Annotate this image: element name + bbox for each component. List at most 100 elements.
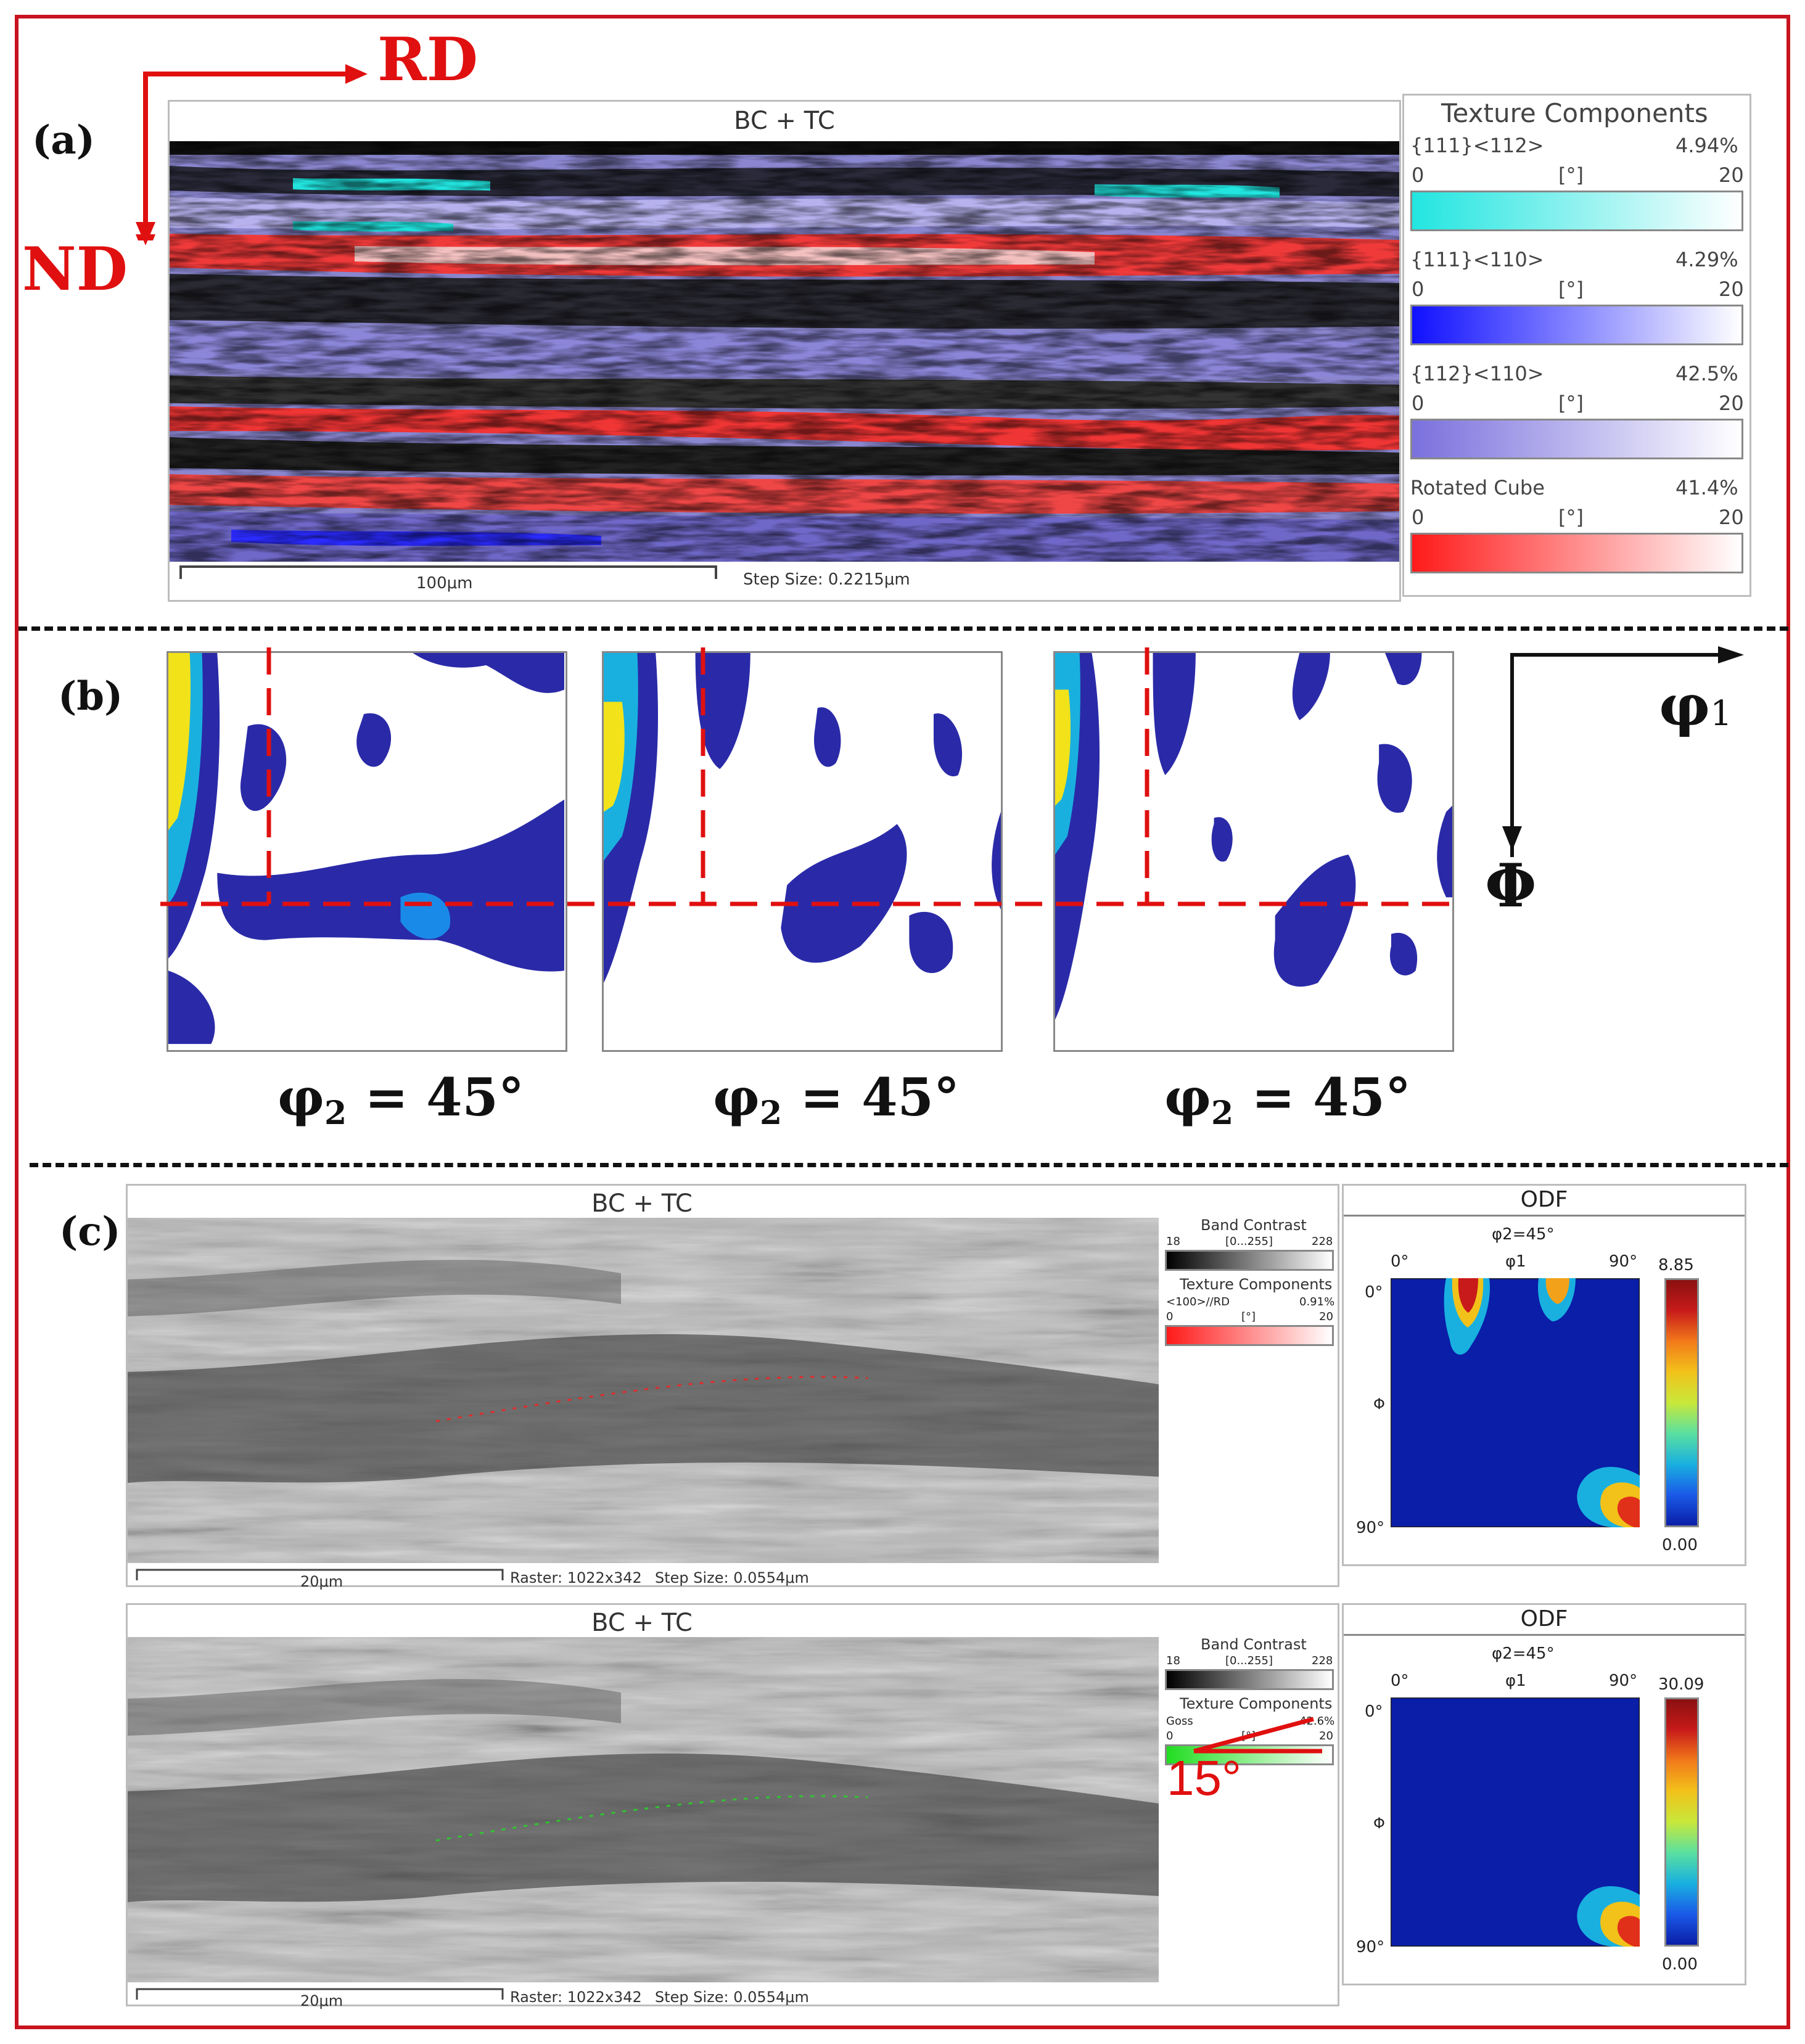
figure-frame — [15, 15, 1790, 2029]
tc-name: {111}<112> — [1410, 134, 1544, 157]
tc-unit: [°] — [1241, 1310, 1256, 1323]
tc-min: 0 — [1412, 163, 1425, 187]
texture-legend-a: Texture Components {111}<112> 4.94% 0 [°] 20… — [1402, 94, 1751, 597]
odf-contour — [695, 653, 750, 770]
odf-contour — [934, 713, 963, 777]
tc-component-name: <100>//RD — [1166, 1295, 1230, 1308]
odf-x-end: 90° — [1609, 1672, 1638, 1690]
tc-unit: [°] — [1558, 506, 1584, 529]
caption-phi: φ — [278, 1067, 325, 1128]
odf-contour — [168, 971, 215, 1045]
odf-section-contours — [604, 653, 1001, 983]
rd-label: RD — [377, 25, 479, 94]
bc-tc-map-title: BC + TC — [591, 1609, 693, 1637]
scale-bar — [136, 1988, 504, 2000]
tc-unit: [°] — [1558, 163, 1584, 187]
odf-title: ODF — [1344, 1606, 1745, 1636]
odf-section-caption: φ2 = 45° — [1164, 1067, 1411, 1132]
odf-max: 8.85 — [1658, 1256, 1694, 1274]
scale-bar-a — [179, 565, 717, 579]
panel-c-label: (c) — [59, 1209, 121, 1255]
scale-bar — [136, 1569, 504, 1580]
odf-min: 0.00 — [1662, 1536, 1698, 1554]
separator-bc — [30, 1163, 1788, 1167]
tc-component-fraction: 42.6% — [1299, 1715, 1335, 1728]
odf-y-start: 0° — [1365, 1702, 1383, 1721]
panel-a-label: (a) — [32, 117, 96, 163]
band-contrast-title: Band Contrast — [1201, 1636, 1307, 1653]
ebsd-map-a: BC + TC 100μm Step Size: 0.2215μm — [168, 100, 1401, 602]
caption-value: = 45° — [1233, 1067, 1411, 1128]
odf-contour — [413, 653, 565, 693]
bc-tc-map: BC + TC 20μm Raster: 1022x342 Step Size: 0.… — [126, 1603, 1339, 2009]
caption-value: = 45° — [347, 1067, 524, 1128]
tc-max: 20 — [1319, 1310, 1333, 1323]
phi1-symbol: φ — [1659, 672, 1711, 739]
odf-contour — [356, 713, 392, 767]
scale-bar-label: 20μm — [300, 1573, 343, 1590]
nd-label: ND — [22, 234, 128, 304]
tc-max: 20 — [1719, 163, 1744, 187]
odf-reference-lines — [160, 647, 1462, 906]
odf-x-start: 0° — [1391, 1672, 1409, 1690]
odf-contour — [604, 702, 625, 812]
odf-section-map — [1391, 1697, 1640, 1947]
tc-name: {111}<110> — [1410, 248, 1544, 271]
odf-peak — [1545, 1278, 1569, 1304]
odf-peak — [1458, 1278, 1478, 1313]
tc-color-bar — [1165, 1744, 1334, 1765]
odf-y-label: Φ — [1373, 1815, 1385, 1832]
Phi-label: Φ — [1485, 851, 1537, 921]
tc-max: 20 — [1719, 277, 1744, 301]
odf-contour — [909, 911, 953, 974]
texture-components-title: Texture Components — [1180, 1695, 1333, 1712]
band-contrast-title: Band Contrast — [1201, 1217, 1307, 1234]
odf-section-map — [1391, 1278, 1640, 1527]
tc-min: 0 — [1166, 1310, 1174, 1323]
tc-fraction: 4.94% — [1675, 134, 1738, 157]
band-contrast-bar — [1165, 1669, 1334, 1690]
odf-y-end: 90° — [1356, 1519, 1385, 1537]
odf-section-label: φ2=45° — [1492, 1644, 1555, 1663]
odf-contour — [992, 811, 1001, 910]
odf-contour — [1211, 817, 1233, 862]
tc-max: 20 — [1319, 1730, 1333, 1742]
band-contrast-image — [128, 1218, 1159, 1563]
tc-color-bar — [1410, 191, 1743, 231]
bc-tc-legend: Band Contrast 18 [0...255] 228 Texture Compo… — [1164, 1636, 1336, 1981]
scale-bar-label: 20μm — [300, 1992, 343, 2009]
caption-subscript: 2 — [760, 1094, 783, 1132]
odf-section-plot — [1053, 651, 1454, 1052]
bc-max: 228 — [1312, 1654, 1333, 1667]
tc-min: 0 — [1166, 1730, 1174, 1742]
bc-tc-map-title: BC + TC — [591, 1189, 693, 1218]
bc-min: 18 — [1166, 1235, 1180, 1248]
odf-section-plot — [602, 651, 1003, 1052]
tc-color-bar — [1410, 419, 1743, 459]
odf-min: 0.00 — [1662, 1955, 1698, 1974]
odf-contour — [1377, 744, 1412, 813]
odf-peak — [1617, 1496, 1640, 1527]
raster-info: Raster: 1022x342 — [510, 1569, 642, 1586]
texture-map-a-image — [170, 141, 1399, 562]
separator-ab — [19, 626, 1788, 631]
odf-title: ODF — [1344, 1187, 1745, 1217]
odf-panel: ODF φ2=45° 0° φ1 90° 0° Φ 90° 8.85 0.00 — [1342, 1184, 1746, 1566]
angle-annotation — [1193, 1717, 1322, 1754]
odf-max: 30.09 — [1658, 1675, 1704, 1694]
scale-bar-a-label: 100μm — [416, 574, 473, 593]
tc-fraction: 41.4% — [1675, 476, 1738, 499]
tc-fraction: 42.5% — [1675, 362, 1738, 385]
phi1-label: φ1 — [1659, 672, 1732, 739]
texture-components-title: Texture Components — [1180, 1276, 1333, 1293]
odf-contour — [240, 724, 287, 811]
tc-unit: [°] — [1558, 277, 1584, 301]
odf-x-start: 0° — [1391, 1252, 1409, 1271]
odf-section-caption: φ2 = 45° — [713, 1067, 960, 1132]
bc-range: [0...255] — [1225, 1235, 1273, 1248]
phi-arrow-head — [1502, 826, 1522, 851]
odf-contour — [168, 653, 191, 831]
odf-y-label: Φ — [1373, 1395, 1385, 1413]
odf-contour — [1389, 932, 1418, 975]
tc-color-bar — [1410, 305, 1743, 345]
